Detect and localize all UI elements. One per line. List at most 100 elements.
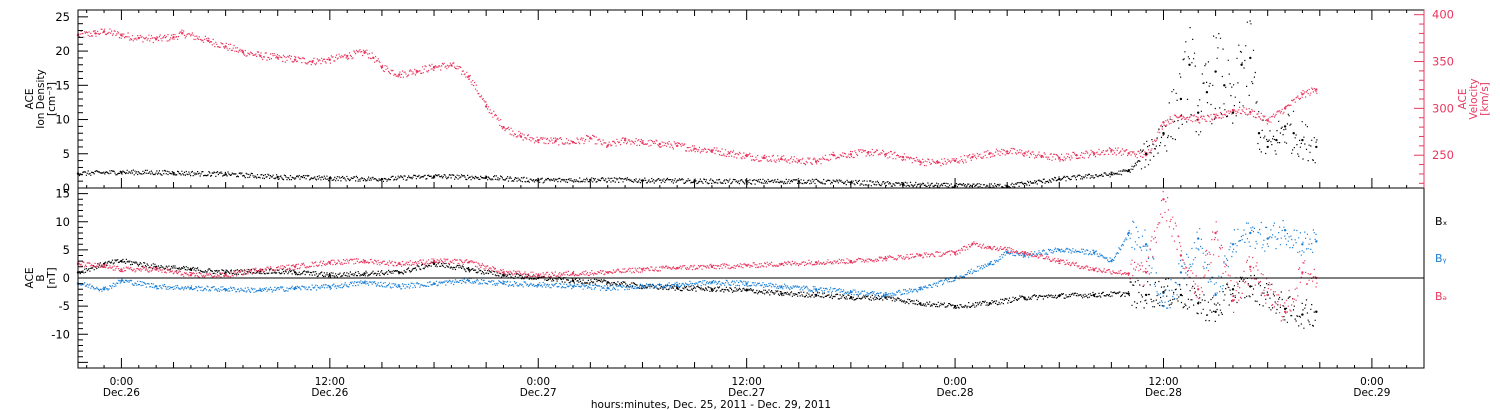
velocity-point <box>1214 116 1217 119</box>
Bz-point <box>1301 271 1304 274</box>
By-point <box>814 288 818 291</box>
density-point <box>1188 63 1191 66</box>
top-panel-frame <box>77 9 1425 189</box>
By-point <box>293 286 297 290</box>
density-tick-label: 15 <box>55 78 70 92</box>
density-trace <box>78 20 1318 189</box>
velocity-point <box>1301 93 1304 96</box>
Bx-point <box>1249 285 1252 288</box>
density-point <box>1283 125 1287 128</box>
By-point <box>1179 271 1183 274</box>
velocity-tick-label: 400 <box>1432 8 1454 22</box>
Bz-point <box>1179 254 1183 257</box>
density-point <box>1275 138 1278 142</box>
density-axis-title-line: Ion Density <box>35 69 47 128</box>
density-point <box>1197 111 1200 114</box>
bottom-panel-data <box>76 191 1318 329</box>
density-tick-label: 5 <box>63 147 70 161</box>
By-trace <box>78 220 1318 309</box>
density-point <box>1315 145 1318 149</box>
velocity-point <box>849 153 853 156</box>
top-series-density <box>76 20 1318 189</box>
velocity-point <box>172 36 175 39</box>
x-tick-time-label: 0:00 <box>943 376 967 388</box>
legend-label-bz: Bₔ <box>1435 290 1447 303</box>
x-tick-time-label: 12:00 <box>315 376 345 388</box>
Bx-point <box>328 274 331 277</box>
x-tick-date-label: Dec.27 <box>728 387 765 399</box>
x-axis-title: hours:minutes, Dec. 25, 2011 - Dec. 29, … <box>591 399 831 410</box>
By-point <box>884 293 887 297</box>
x-tick-time-label: 12:00 <box>732 376 762 388</box>
velocity-point <box>415 69 418 73</box>
velocity-point <box>554 140 557 143</box>
velocity-point <box>641 141 644 145</box>
velocity-point <box>94 32 97 35</box>
By-point <box>1231 243 1235 246</box>
Bz-point <box>1283 310 1287 313</box>
density-tick-label: 25 <box>55 10 70 24</box>
Bx-point <box>1301 313 1304 316</box>
velocity-axis-title-line: ACE <box>1457 89 1469 110</box>
b-tick-label: 5 <box>63 243 70 257</box>
Bz-point <box>1214 231 1217 235</box>
b-tick-label: -10 <box>51 327 70 341</box>
velocity-tick-label: 250 <box>1432 148 1454 162</box>
top-series-velocity <box>76 28 1318 167</box>
Bz-point <box>1058 259 1061 263</box>
x-tick-date-label: Dec.29 <box>1353 387 1390 399</box>
density-point <box>1240 63 1243 66</box>
density-point <box>1301 138 1304 142</box>
b-axis-title-line: B <box>35 274 47 281</box>
velocity-trace <box>78 28 1318 167</box>
density-point <box>1110 173 1113 176</box>
legend-label-by: Bᵧ <box>1435 252 1447 265</box>
velocity-point <box>241 51 245 54</box>
Bz-point <box>1249 265 1252 268</box>
labels: 0510152025250300350400-10-50510150:00Dec… <box>24 8 1491 410</box>
density-tick-label: 0 <box>63 181 70 195</box>
velocity-point <box>276 56 279 59</box>
By-point <box>1197 237 1200 240</box>
Bx-point <box>780 292 783 295</box>
velocity-point <box>346 54 349 58</box>
density-point <box>1257 132 1261 135</box>
velocity-point <box>293 58 297 61</box>
density-tick-label: 10 <box>55 113 70 127</box>
b-axis-title-line: [nT] <box>46 267 58 288</box>
Bx-point <box>710 288 714 291</box>
By-point <box>1249 231 1252 235</box>
density-point <box>1266 145 1269 149</box>
velocity-point <box>658 142 661 146</box>
density-point <box>1223 84 1226 87</box>
Bz-point <box>1231 299 1235 302</box>
density-point <box>1231 111 1235 114</box>
By-point <box>849 290 853 294</box>
Bx-trace <box>78 258 1318 329</box>
By-point <box>1301 243 1304 246</box>
x-tick-date-label: Dec.28 <box>937 387 974 399</box>
velocity-point <box>623 139 627 142</box>
velocity-point <box>693 147 696 150</box>
velocity-tick-label: 300 <box>1432 101 1454 115</box>
density-point <box>1144 152 1148 155</box>
top-panel-data <box>76 20 1318 189</box>
velocity-point <box>484 105 488 108</box>
By-point <box>1144 243 1148 246</box>
By-point <box>1092 251 1096 254</box>
By-point <box>1162 304 1165 308</box>
density-tick-label: 20 <box>55 44 70 58</box>
bottom-series-By <box>76 220 1318 309</box>
Bx-point <box>224 271 227 274</box>
density-point <box>1205 91 1209 94</box>
Bz-trace <box>78 191 1318 322</box>
velocity-axis-title-line: [km/s] <box>1479 82 1491 116</box>
x-tick-date-label: Dec.26 <box>103 387 140 399</box>
b-tick-label: 0 <box>63 271 70 285</box>
density-axis-title-line: ACE <box>24 89 36 110</box>
By-point <box>1283 229 1287 232</box>
velocity-tick-label: 350 <box>1432 55 1454 69</box>
b-tick-label: 15 <box>55 187 70 201</box>
